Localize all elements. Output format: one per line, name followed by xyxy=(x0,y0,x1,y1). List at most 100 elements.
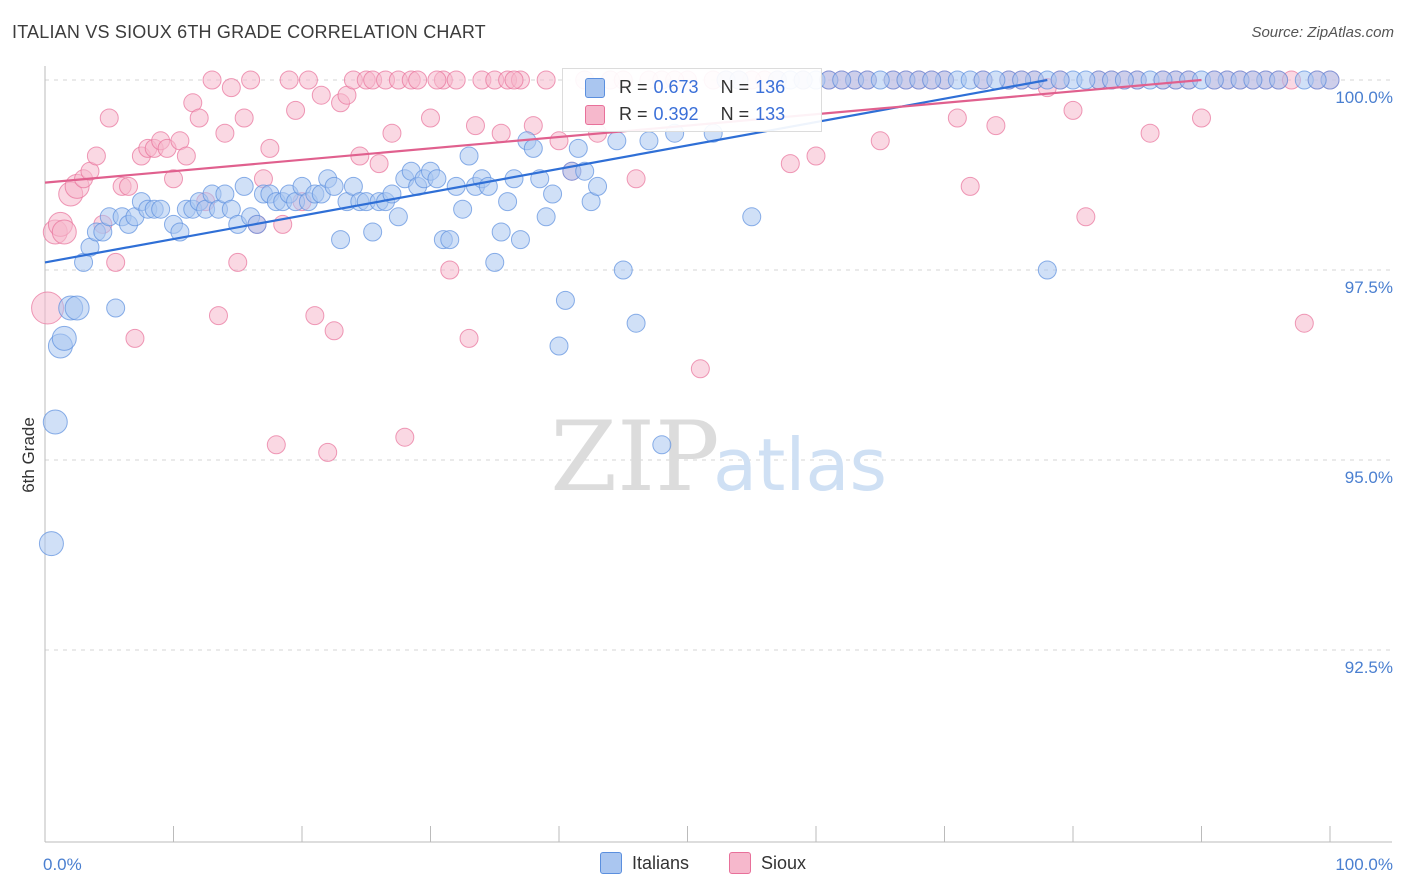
chart-title: ITALIAN VS SIOUX 6TH GRADE CORRELATION C… xyxy=(12,22,486,42)
italians-point xyxy=(639,131,659,151)
sioux-point xyxy=(947,108,967,128)
stats-r-value-sioux: 0.392 xyxy=(653,104,699,124)
stats-n-label: N = xyxy=(720,104,750,124)
sioux-point xyxy=(99,108,119,128)
italians-point xyxy=(498,192,518,212)
sioux-point xyxy=(221,78,241,98)
legend-item-sioux[interactable]: Sioux xyxy=(729,852,806,874)
italians-point xyxy=(986,70,1006,90)
sioux-point xyxy=(311,85,331,105)
italians-point xyxy=(832,70,852,90)
italians-point xyxy=(568,138,588,158)
sioux-point xyxy=(1140,123,1160,143)
sioux-point xyxy=(427,70,447,90)
stats-swatch-italians xyxy=(585,77,605,98)
italians-point xyxy=(38,531,64,557)
sioux-point xyxy=(286,100,306,120)
sioux-point xyxy=(86,146,106,166)
sioux-point xyxy=(626,169,646,189)
sioux-point xyxy=(318,442,338,462)
legend-swatch-sioux xyxy=(729,852,751,874)
legend-item-italians[interactable]: Italians xyxy=(599,852,689,874)
sioux-point xyxy=(202,70,222,90)
sioux-point xyxy=(215,123,235,143)
sioux-point xyxy=(106,252,126,272)
italians-point xyxy=(922,70,942,90)
sioux-point xyxy=(266,435,286,455)
italians-point xyxy=(626,313,646,333)
italians-point xyxy=(324,176,344,196)
source-label: Source: ZipAtlas.com xyxy=(1251,24,1394,41)
italians-point xyxy=(652,435,672,455)
sioux-point xyxy=(504,70,524,90)
sioux-point xyxy=(536,70,556,90)
italians-point xyxy=(870,70,890,90)
stats-n-label: N = xyxy=(720,77,750,97)
stats-r-value-italians: 0.673 xyxy=(653,77,699,97)
italians-point xyxy=(1076,70,1096,90)
sioux-point xyxy=(176,146,196,166)
sioux-point xyxy=(465,116,485,136)
italians-point xyxy=(331,230,351,250)
sioux-point xyxy=(234,108,254,128)
italians-point xyxy=(151,199,171,219)
y-tick-label: 92.5% xyxy=(1345,658,1393,677)
sioux-point xyxy=(491,123,511,143)
y-axis-title: 6th Grade xyxy=(19,417,38,493)
sioux-point xyxy=(421,108,440,128)
sioux-point xyxy=(228,252,248,272)
sioux-point xyxy=(395,427,415,447)
italians-point xyxy=(1269,70,1289,90)
sioux-point xyxy=(440,260,460,280)
sioux-point xyxy=(690,359,710,379)
sioux-point xyxy=(1076,207,1096,227)
sioux-point xyxy=(806,146,826,166)
x-tick-label-min: 0.0% xyxy=(43,855,82,874)
italians-point xyxy=(42,409,68,435)
sioux-point xyxy=(382,123,402,143)
sioux-point xyxy=(408,70,428,90)
sioux-point xyxy=(870,131,890,151)
italians-point xyxy=(485,252,505,272)
axes xyxy=(44,66,1392,843)
italians-point xyxy=(459,146,479,166)
sioux-point xyxy=(446,70,466,90)
x-tick-label-max: 100.0% xyxy=(1335,855,1393,874)
sioux-point xyxy=(369,154,389,174)
italians-point xyxy=(536,207,556,227)
italians-point xyxy=(1307,70,1327,90)
sioux-point xyxy=(459,328,479,348)
italians-point xyxy=(427,169,447,189)
sioux-point xyxy=(298,70,318,90)
watermark-zip: ZIP xyxy=(550,401,719,513)
tick-labels: 100.0% 97.5% 95.0% 92.5% 0.0% 100.0% xyxy=(43,88,1393,874)
italians-point xyxy=(491,222,511,242)
italians-point xyxy=(549,336,569,356)
sioux-point xyxy=(189,108,209,128)
italians-point xyxy=(1050,70,1070,90)
italians-point xyxy=(510,230,530,250)
sioux-point xyxy=(279,70,299,90)
sioux-point xyxy=(324,321,344,341)
sioux-point xyxy=(241,70,261,90)
italians-point xyxy=(575,161,595,181)
italians-point xyxy=(388,207,408,227)
sioux-point xyxy=(125,328,145,348)
italians-point xyxy=(1243,70,1263,90)
sioux-point xyxy=(260,138,280,158)
sioux-point xyxy=(986,116,1006,136)
sioux-point xyxy=(164,169,183,189)
sioux-point xyxy=(1192,108,1211,128)
italians-trend-line xyxy=(44,78,1048,264)
italians-point xyxy=(588,176,608,196)
italians-point xyxy=(607,131,627,151)
italians-point xyxy=(742,207,762,227)
italians-point xyxy=(363,222,383,242)
sioux-point xyxy=(960,176,980,196)
watermark: ZIP atlas xyxy=(550,401,887,513)
stats-row-sioux: R = 0.392 N = 133 xyxy=(585,104,785,125)
italians-point xyxy=(453,199,473,219)
sioux-point xyxy=(119,176,139,196)
italians-point xyxy=(64,295,90,321)
sioux-point xyxy=(51,219,77,245)
